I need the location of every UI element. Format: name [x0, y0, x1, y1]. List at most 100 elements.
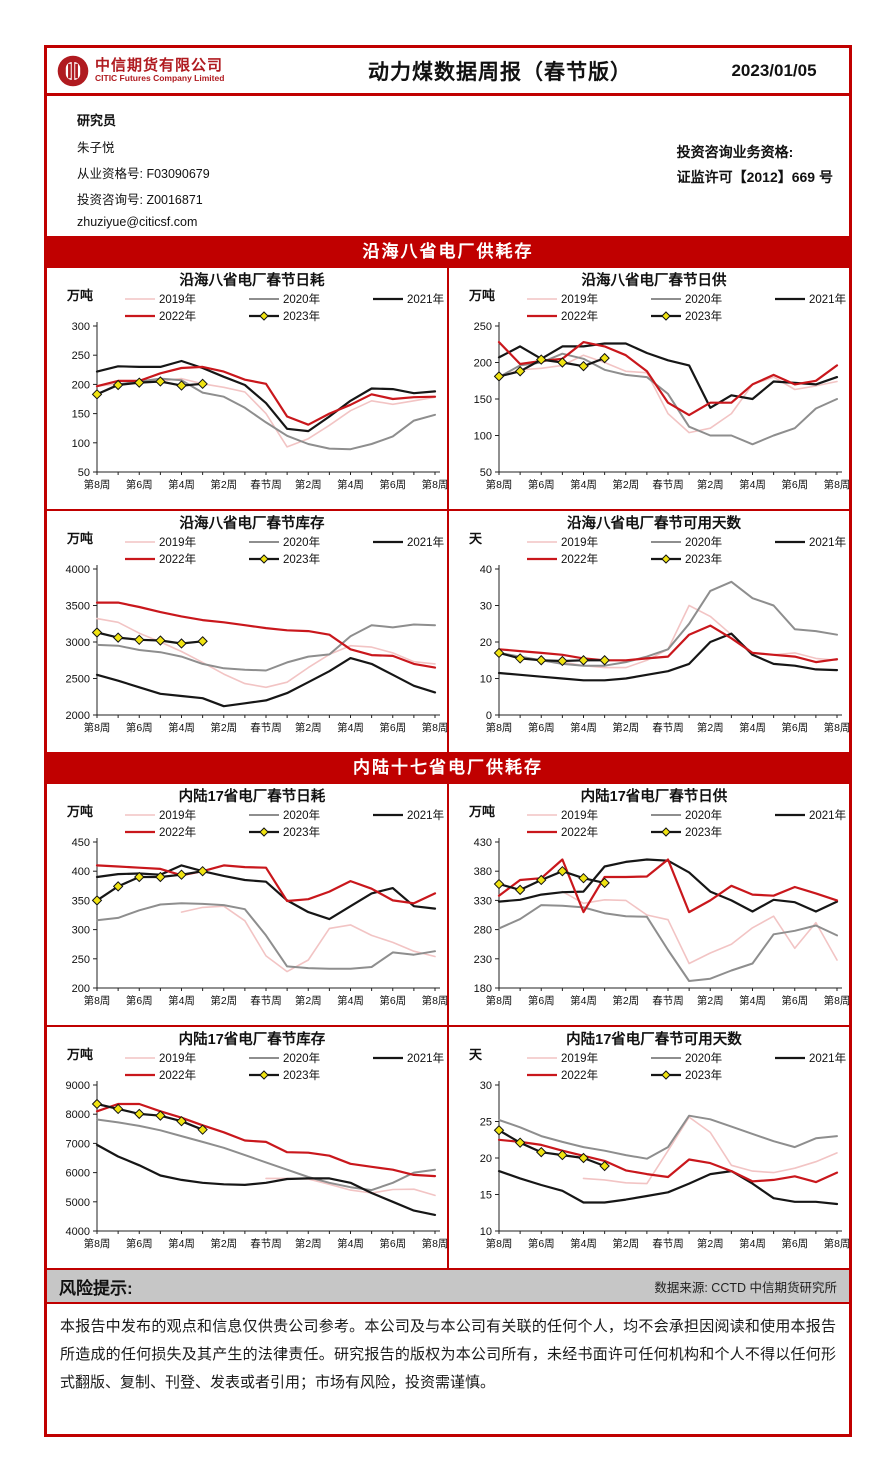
svg-text:2021年: 2021年 [407, 292, 444, 306]
researcher-advisory: 投资咨询号: Z0016871 [77, 193, 203, 207]
svg-text:2021年: 2021年 [407, 535, 444, 549]
svg-text:第4周: 第4周 [570, 478, 597, 491]
chart-cell-inland-daily-consumption: 内陆17省电厂春节日耗 万吨 2019年 2020年 2021年 2022年 2023年 20… [47, 784, 447, 1025]
svg-text:30: 30 [480, 1080, 492, 1092]
svg-text:250: 250 [72, 954, 90, 966]
license-line2: 证监许可【2012】669 号 [676, 169, 833, 186]
svg-text:2022年: 2022年 [159, 825, 196, 839]
inland-chart-grid: 内陆17省电厂春节日耗万吨 2019年 2020年 2021年 2022年 2023年 20… [47, 784, 849, 1268]
svg-text:200: 200 [72, 983, 90, 995]
svg-text:第2周: 第2周 [295, 994, 322, 1007]
svg-text:第4周: 第4周 [337, 1237, 364, 1250]
svg-text:内陆17省电厂春节可用天数: 内陆17省电厂春节可用天数 [566, 1030, 742, 1048]
svg-text:万吨: 万吨 [66, 804, 93, 819]
svg-text:2023年: 2023年 [685, 1068, 722, 1082]
company-name-en: CITIC Futures Company Limited [95, 72, 225, 83]
data-source: 数据来源: CCTD 中信期货研究所 [654, 1280, 837, 1295]
svg-text:第6周: 第6周 [379, 721, 406, 734]
svg-text:第6周: 第6周 [379, 478, 406, 491]
svg-text:2021年: 2021年 [809, 1051, 846, 1065]
svg-text:2022年: 2022年 [561, 552, 598, 566]
svg-text:2019年: 2019年 [159, 535, 196, 549]
svg-text:春节周: 春节周 [652, 479, 684, 491]
svg-text:第6周: 第6周 [781, 1237, 808, 1250]
report-page: 中信期货有限公司 CITIC Futures Company Limited 动… [44, 45, 852, 1437]
researcher-block: 研究员 朱子悦 从业资格号: F03090679 投资咨询号: Z0016871… [77, 110, 210, 236]
svg-text:10: 10 [480, 1226, 492, 1238]
svg-text:2020年: 2020年 [685, 808, 722, 822]
svg-text:第6周: 第6周 [528, 721, 555, 734]
chart-cell-coastal-daily-consumption: 沿海八省电厂春节日耗 万吨 2019年 2020年 2021年 2022年 2023年 50 1… [47, 268, 447, 509]
researcher-email: zhuziyue@citicsf.com [77, 215, 198, 229]
svg-text:3500: 3500 [66, 601, 90, 613]
svg-text:2020年: 2020年 [685, 292, 722, 306]
svg-text:2023年: 2023年 [685, 309, 722, 323]
svg-text:第6周: 第6周 [379, 994, 406, 1007]
svg-text:第2周: 第2周 [612, 1237, 639, 1250]
svg-text:第2周: 第2周 [697, 478, 724, 491]
svg-text:2019年: 2019年 [561, 1051, 598, 1065]
svg-text:第4周: 第4周 [739, 478, 766, 491]
svg-text:第4周: 第4周 [337, 721, 364, 734]
svg-text:万吨: 万吨 [66, 288, 93, 303]
svg-text:第2周: 第2周 [697, 1237, 724, 1250]
svg-text:第8周: 第8周 [824, 721, 849, 734]
svg-text:150: 150 [72, 409, 90, 421]
svg-text:沿海八省电厂春节库存: 沿海八省电厂春节库存 [180, 514, 325, 532]
svg-text:第6周: 第6周 [126, 478, 153, 491]
svg-text:2020年: 2020年 [283, 292, 320, 306]
researcher-name: 朱子悦 [77, 141, 115, 155]
svg-text:第6周: 第6周 [126, 994, 153, 1007]
svg-text:2022年: 2022年 [159, 552, 196, 566]
svg-text:第8周: 第8周 [422, 721, 447, 734]
svg-text:万吨: 万吨 [66, 531, 93, 546]
svg-text:第8周: 第8周 [824, 994, 849, 1007]
svg-text:2020年: 2020年 [283, 1051, 320, 1065]
svg-text:0: 0 [486, 710, 492, 722]
svg-text:沿海八省电厂春节可用天数: 沿海八省电厂春节可用天数 [567, 514, 741, 532]
svg-text:2019年: 2019年 [561, 808, 598, 822]
svg-text:6000: 6000 [66, 1168, 90, 1180]
svg-text:春节周: 春节周 [250, 995, 282, 1007]
svg-text:2000: 2000 [66, 710, 90, 722]
svg-text:400: 400 [72, 866, 90, 878]
svg-text:内陆17省电厂春节日供: 内陆17省电厂春节日供 [581, 787, 728, 805]
svg-text:4000: 4000 [66, 564, 90, 576]
svg-text:300: 300 [72, 925, 90, 937]
svg-text:2023年: 2023年 [283, 552, 320, 566]
svg-text:第6周: 第6周 [126, 1237, 153, 1250]
svg-text:350: 350 [72, 895, 90, 907]
svg-text:50: 50 [480, 467, 492, 479]
svg-text:第6周: 第6周 [528, 478, 555, 491]
svg-text:第8周: 第8周 [824, 478, 849, 491]
svg-text:150: 150 [474, 394, 492, 406]
svg-text:春节周: 春节周 [652, 995, 684, 1007]
researcher-qualification: 从业资格号: F03090679 [77, 167, 210, 181]
risk-bar: 风险提示: 数据来源: CCTD 中信期货研究所 [47, 1268, 849, 1304]
svg-text:2020年: 2020年 [283, 808, 320, 822]
svg-text:第6周: 第6周 [781, 994, 808, 1007]
chart-cell-coastal-inventory: 沿海八省电厂春节库存万吨 2019年 2020年 2021年 2022年 2023年 200… [47, 511, 447, 752]
report-title: 动力煤数据周报（春节版） [368, 60, 632, 84]
svg-text:第4周: 第4周 [570, 721, 597, 734]
svg-text:2021年: 2021年 [407, 1051, 444, 1065]
svg-text:第4周: 第4周 [570, 994, 597, 1007]
svg-text:450: 450 [72, 837, 90, 849]
svg-text:20: 20 [480, 1153, 492, 1165]
svg-text:2021年: 2021年 [407, 808, 444, 822]
svg-text:第2周: 第2周 [295, 1237, 322, 1250]
svg-text:2020年: 2020年 [283, 535, 320, 549]
svg-text:2020年: 2020年 [685, 1051, 722, 1065]
svg-text:第8周: 第8周 [422, 994, 447, 1007]
license-block: 投资咨询业务资格: 证监许可【2012】669 号 [677, 140, 833, 190]
svg-text:内陆17省电厂春节日耗: 内陆17省电厂春节日耗 [179, 787, 326, 805]
svg-text:2023年: 2023年 [685, 825, 722, 839]
svg-text:100: 100 [72, 438, 90, 450]
disclaimer-text: 本报告中发布的观点和信息仅供贵公司参考。本公司及与本公司有关联的任何个人，均不会… [60, 1318, 836, 1391]
svg-text:第2周: 第2周 [210, 478, 237, 491]
